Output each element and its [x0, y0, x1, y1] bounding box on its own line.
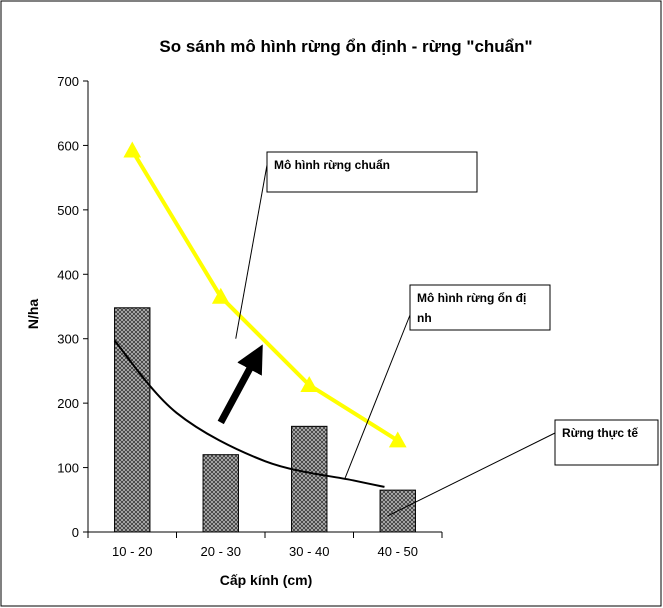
- arrow-annotation: [217, 344, 263, 425]
- x-tick-label: 10 - 20: [112, 544, 152, 559]
- y-tick-label: 100: [57, 461, 79, 476]
- y-tick-label: 600: [57, 138, 79, 153]
- x-tick-label: 20 - 30: [201, 544, 241, 559]
- x-axis-title: Cấp kính (cm): [220, 572, 313, 588]
- y-axis-title: N/ha: [25, 299, 41, 330]
- standard-forest-line: [130, 149, 399, 443]
- bar: [114, 307, 151, 533]
- y-tick-label: 700: [57, 74, 79, 89]
- chart-title: So sánh mô hình rừng ổn định - rừng "chu…: [159, 37, 532, 56]
- y-tick-label: 300: [57, 332, 79, 347]
- actual-forest-callout-leader: [387, 432, 556, 517]
- stable-forest-callout-leader: [344, 309, 413, 480]
- stable-forest-callout-label: Mô hình rừng ổn đị nh: [417, 291, 526, 325]
- bar: [202, 454, 239, 533]
- y-tick-label: 400: [57, 267, 79, 282]
- actual-forest-callout-box: [554, 419, 659, 466]
- x-tick-label: 30 - 40: [289, 544, 329, 559]
- bars-layer: [114, 307, 416, 533]
- standard-forest-callout-leader: [235, 164, 268, 339]
- y-tick-label: 200: [57, 396, 79, 411]
- axes-layer: 0 100 200 300 400 500 600 700 10 - 20 20 - 30 30 -…: [57, 74, 443, 559]
- standard-forest-marker: [211, 287, 230, 304]
- standard-forest-callout-box: [266, 151, 478, 193]
- stable-forest-callout-box: [409, 284, 551, 331]
- standard-forest-marker: [300, 376, 319, 393]
- x-tick-label: 40 - 50: [378, 544, 418, 559]
- lines-layer: [113, 141, 407, 488]
- standard-forest-marker: [123, 141, 142, 158]
- actual-forest-callout-label: Rừng thực tế: [562, 426, 638, 440]
- standard-forest-marker: [388, 431, 407, 448]
- bar: [291, 425, 328, 533]
- y-tick-label: 500: [57, 203, 79, 218]
- stable-forest-curve: [113, 339, 385, 488]
- y-tick-label: 0: [72, 525, 79, 540]
- callouts-layer: Mô hình rừng chuẩn Mô hình rừng ổn đị nh Rừ…: [235, 151, 659, 517]
- standard-forest-callout-label: Mô hình rừng chuẩn: [274, 158, 390, 172]
